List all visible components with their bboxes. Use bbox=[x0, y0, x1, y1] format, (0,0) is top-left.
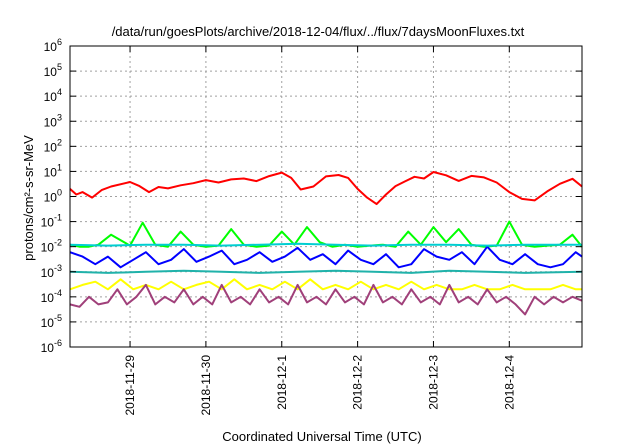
y-tick-label: 106 bbox=[44, 37, 62, 54]
y-tick-label: 10-1 bbox=[41, 213, 62, 230]
x-tick-label: 2018-12-3 bbox=[426, 355, 440, 410]
y-tick-label: 10-2 bbox=[41, 238, 62, 255]
x-tick-label: 2018-11-30 bbox=[199, 355, 213, 416]
y-tick-label: 10-5 bbox=[41, 313, 62, 330]
y-tick-label: 102 bbox=[44, 137, 62, 154]
series-line bbox=[69, 171, 583, 206]
x-tick-label: 2018-11-29 bbox=[123, 355, 137, 416]
x-tick-label: 2018-12-1 bbox=[275, 355, 289, 410]
y-tick-label: 105 bbox=[44, 62, 62, 79]
x-tick-labels: 2018-11-29 2018-11-30 2018-12-1 2018-12-2 20… bbox=[123, 355, 516, 416]
y-tick-label: 103 bbox=[44, 112, 62, 129]
series-line bbox=[69, 278, 582, 291]
chart-title: /data/run/goesPlots/archive/2018-12-04/f… bbox=[112, 24, 525, 39]
x-tick-label: 2018-12-2 bbox=[351, 355, 365, 410]
series-line bbox=[69, 269, 583, 274]
x-axis-title: Coordinated Universal Time (UTC) bbox=[222, 429, 421, 444]
plot-border bbox=[69, 45, 583, 348]
plot-frame bbox=[69, 45, 583, 348]
y-tick-labels: 10-6 10-5 10-4 10-3 10-2 10-1 100 101 102 103 104 1… bbox=[41, 37, 62, 355]
series-line bbox=[69, 242, 582, 247]
y-tick-label: 101 bbox=[44, 162, 62, 179]
y-axis-title: protons/cm²-s-sr-MeV bbox=[21, 135, 36, 261]
series-lines bbox=[69, 171, 583, 316]
y-tick-label: 104 bbox=[44, 87, 62, 104]
series-line bbox=[69, 283, 583, 316]
y-tick-label: 10-4 bbox=[41, 288, 62, 305]
y-tick-label: 10-6 bbox=[41, 338, 62, 355]
y-tick-label: 100 bbox=[44, 188, 62, 205]
y-tick-label: 10-3 bbox=[41, 263, 62, 280]
x-tick-label: 2018-12-4 bbox=[502, 355, 516, 410]
series-line bbox=[69, 220, 583, 248]
series-line bbox=[69, 245, 583, 269]
grid-lines bbox=[70, 46, 582, 347]
